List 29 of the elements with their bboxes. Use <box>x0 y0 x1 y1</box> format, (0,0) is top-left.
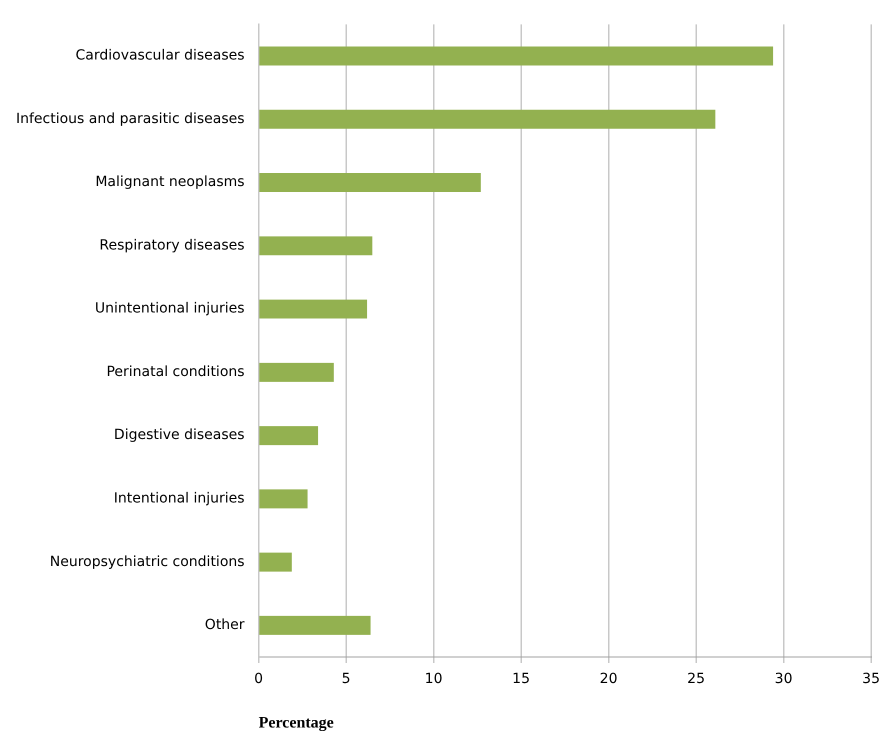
bar <box>259 300 368 319</box>
y-tick-label: Neuropsychiatric conditions <box>50 554 245 570</box>
bar <box>259 426 318 446</box>
y-tick-label: Other <box>204 617 245 634</box>
y-tick-label: Cardiovascular diseases <box>75 48 245 64</box>
x-tick-label: 30 <box>774 671 793 688</box>
y-tick-label: Respiratory diseases <box>99 237 245 254</box>
y-tick-label: Unintentional injuries <box>94 300 245 317</box>
y-tick-label: Digestive diseases <box>114 427 245 444</box>
bar <box>259 173 481 192</box>
y-tick-label: Infectious and parasitic diseases <box>16 110 245 127</box>
x-tick-label: 15 <box>512 671 530 688</box>
bar <box>259 552 292 572</box>
x-tick-label: 0 <box>254 671 264 688</box>
y-tick-label: Perinatal conditions <box>106 364 245 380</box>
x-axis-title: Percentage <box>258 714 334 732</box>
bar <box>259 489 308 508</box>
bar <box>259 236 372 256</box>
x-tick-label: 20 <box>600 671 618 688</box>
y-tick-label: Malignant neoplasms <box>95 174 245 190</box>
x-tick-label: 10 <box>424 671 442 688</box>
bar <box>259 110 716 129</box>
y-tick-label: Intentional injuries <box>114 490 245 506</box>
bar <box>259 46 774 66</box>
x-tick-label: 5 <box>342 671 351 688</box>
x-tick-label: 25 <box>687 671 705 688</box>
bar <box>259 616 371 635</box>
bar <box>259 362 334 382</box>
x-tick-label: 35 <box>862 671 880 688</box>
